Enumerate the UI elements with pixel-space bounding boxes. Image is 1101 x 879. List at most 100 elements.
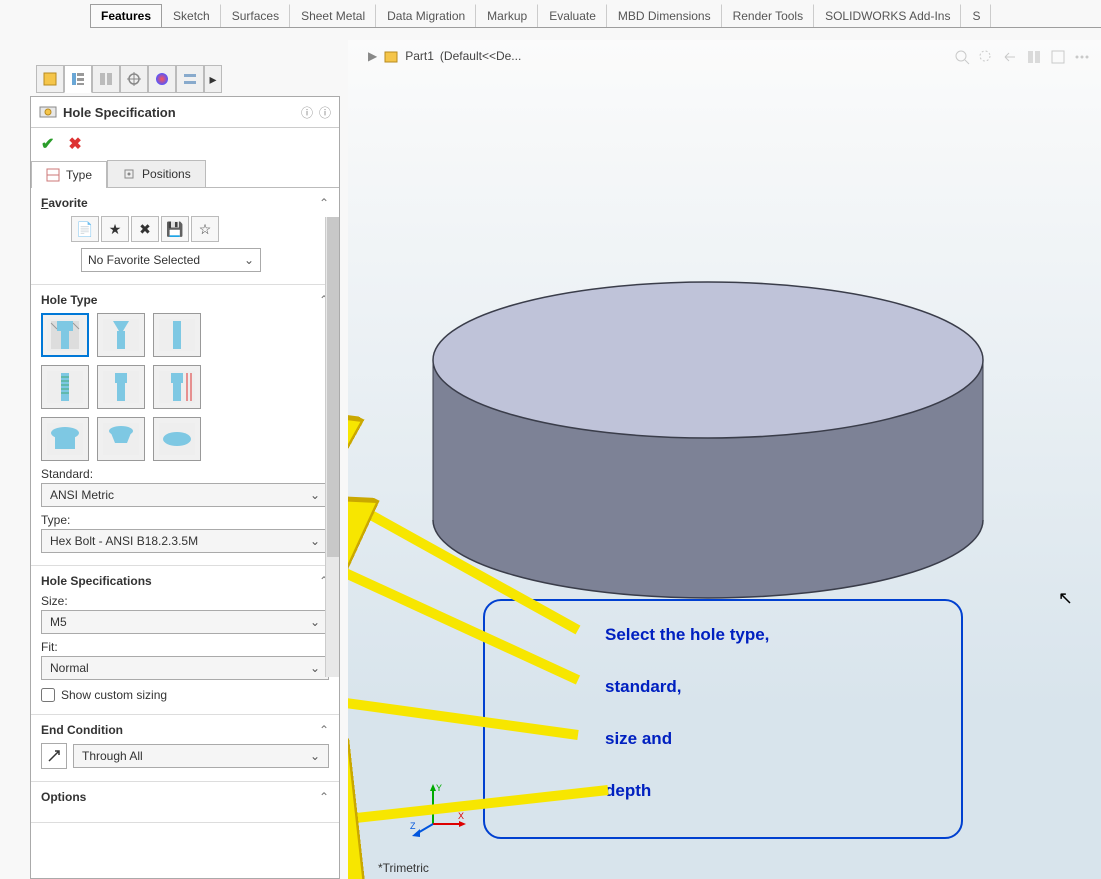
part-icon [383, 48, 399, 64]
favorite-collapse[interactable]: ⌃ [319, 196, 329, 210]
tab-evaluate[interactable]: Evaluate [538, 4, 607, 27]
chevron-down-icon: ⌄ [244, 253, 254, 267]
tab-surfaces[interactable]: Surfaces [221, 4, 290, 27]
standard-dropdown[interactable]: ANSI Metric ⌄ [41, 483, 329, 507]
model-disc[interactable] [408, 220, 1008, 640]
svg-text:X: X [458, 811, 464, 821]
section-favorite: Favorite ⌃ 📄 ★ ✖ 💾 ☆ No Favorite Selecte… [31, 188, 339, 285]
hole-type-tapered-tap[interactable] [97, 365, 145, 409]
hole-type-legacy[interactable] [153, 365, 201, 409]
more-view-icon[interactable] [1073, 48, 1091, 66]
subtab-type[interactable]: Type [31, 161, 107, 188]
annotation-callout-box: Select the hole type, standard, size and… [483, 599, 963, 839]
hole-type-hole[interactable] [153, 313, 201, 357]
fav-load-icon[interactable]: ☆ [191, 216, 219, 242]
hole-specs-header: Hole Specifications [41, 574, 152, 588]
graphics-area[interactable]: ▶ Part1 (Default<<De... Y X Z *Trimetric [348, 40, 1101, 879]
ok-cancel-row: ✔ ✖ [31, 128, 339, 160]
fav-delete-icon[interactable]: ✖ [131, 216, 159, 242]
standard-value: ANSI Metric [50, 488, 114, 502]
custom-sizing-input[interactable] [41, 688, 55, 702]
fm-tab-dimxpert[interactable] [120, 65, 148, 93]
subtab-positions[interactable]: Positions [107, 160, 206, 187]
options-collapse[interactable]: ⌃ [319, 790, 329, 804]
fm-tab-overflow[interactable]: ▸ [204, 65, 222, 93]
tab-sketch[interactable]: Sketch [162, 4, 221, 27]
panel-title: Hole Specification [63, 105, 295, 120]
hole-type-straight-tap[interactable] [41, 365, 89, 409]
fm-tab-property-manager[interactable] [64, 65, 92, 93]
ribbon-tabs: Features Sketch Surfaces Sheet Metal Dat… [90, 4, 1101, 28]
section-hole-type: Hole Type ⌃ [31, 285, 339, 566]
chevron-down-icon: ⌄ [310, 661, 320, 675]
breadcrumb-suffix: (Default<<De... [440, 49, 521, 63]
hole-type-slot[interactable] [153, 417, 201, 461]
fav-apply-icon[interactable]: 📄 [71, 216, 99, 242]
hole-type-countersink-slot[interactable] [97, 417, 145, 461]
fm-tab-feature-tree[interactable] [36, 65, 64, 93]
fm-tab-display[interactable] [148, 65, 176, 93]
hole-type-counterbore-slot[interactable] [41, 417, 89, 461]
scrollbar-thumb[interactable] [327, 217, 339, 557]
subtab-positions-label: Positions [142, 167, 191, 181]
section-view-icon[interactable] [1025, 48, 1043, 66]
orientation-triad[interactable]: Y X Z [408, 779, 468, 839]
breadcrumb-part: Part1 [405, 49, 434, 63]
display-style-icon[interactable] [1049, 48, 1067, 66]
fm-tab-configuration[interactable] [92, 65, 120, 93]
previous-view-icon[interactable] [1001, 48, 1019, 66]
tab-cutoff[interactable]: S [961, 4, 991, 27]
favorite-dropdown[interactable]: No Favorite Selected ⌄ [81, 248, 261, 272]
tab-features[interactable]: Features [90, 4, 162, 27]
chevron-down-icon: ⌄ [310, 749, 320, 763]
mouse-cursor-icon: ↖ [1058, 588, 1073, 609]
cancel-button[interactable]: ✖ [68, 134, 81, 154]
fit-dropdown[interactable]: Normal ⌄ [41, 656, 329, 680]
custom-sizing-label: Show custom sizing [61, 688, 167, 702]
help-icon-2[interactable]: ⓘ [319, 104, 331, 121]
hole-type-grid [41, 313, 329, 461]
tab-solidworks-addins[interactable]: SOLIDWORKS Add-Ins [814, 4, 961, 27]
hole-wizard-icon [39, 103, 57, 121]
panel-scrollbar[interactable] [325, 217, 339, 677]
fav-add-icon[interactable]: ★ [101, 216, 129, 242]
help-icon[interactable]: ⓘ [301, 104, 313, 121]
ok-button[interactable]: ✔ [41, 134, 54, 154]
tab-sheet-metal[interactable]: Sheet Metal [290, 4, 376, 27]
panel-scroll-area[interactable]: Favorite ⌃ 📄 ★ ✖ 💾 ☆ No Favorite Selecte… [31, 188, 339, 849]
annotation-line-4: depth [605, 781, 941, 801]
favorite-header: Favorite [41, 196, 88, 210]
zoom-area-icon[interactable] [977, 48, 995, 66]
zoom-fit-icon[interactable] [953, 48, 971, 66]
svg-text:Y: Y [436, 783, 442, 793]
hole-type-countersink[interactable] [97, 313, 145, 357]
end-condition-header: End Condition [41, 723, 123, 737]
type-tab-icon [46, 168, 60, 182]
fit-value: Normal [50, 661, 89, 675]
tab-markup[interactable]: Markup [476, 4, 538, 27]
end-condition-collapse[interactable]: ⌃ [319, 723, 329, 737]
property-manager-panel: Hole Specification ⓘ ⓘ ✔ ✖ Type Position… [30, 96, 340, 879]
reverse-direction-icon[interactable] [41, 743, 67, 769]
breadcrumb[interactable]: ▶ Part1 (Default<<De... [368, 48, 521, 64]
end-condition-dropdown[interactable]: Through All ⌄ [73, 744, 329, 768]
fm-tab-more[interactable] [176, 65, 204, 93]
view-orientation-label: *Trimetric [378, 861, 429, 875]
subtab-type-label: Type [66, 168, 92, 182]
view-toolbar [953, 48, 1091, 66]
panel-header: Hole Specification ⓘ ⓘ [31, 97, 339, 128]
feature-manager-tabs: ▸ [36, 65, 222, 93]
size-dropdown[interactable]: M5 ⌄ [41, 610, 329, 634]
tab-mbd-dimensions[interactable]: MBD Dimensions [607, 4, 722, 27]
breadcrumb-arrow-icon: ▶ [368, 49, 377, 63]
chevron-down-icon: ⌄ [310, 615, 320, 629]
favorite-buttons: 📄 ★ ✖ 💾 ☆ [71, 216, 329, 242]
standard-label: Standard: [41, 467, 329, 481]
fav-save-icon[interactable]: 💾 [161, 216, 189, 242]
hole-type-counterbore[interactable] [41, 313, 89, 357]
custom-sizing-checkbox[interactable]: Show custom sizing [41, 688, 329, 702]
tab-data-migration[interactable]: Data Migration [376, 4, 476, 27]
tab-render-tools[interactable]: Render Tools [722, 4, 815, 27]
type-dropdown[interactable]: Hex Bolt - ANSI B18.2.3.5M ⌄ [41, 529, 329, 553]
section-options: Options ⌃ [31, 782, 339, 823]
